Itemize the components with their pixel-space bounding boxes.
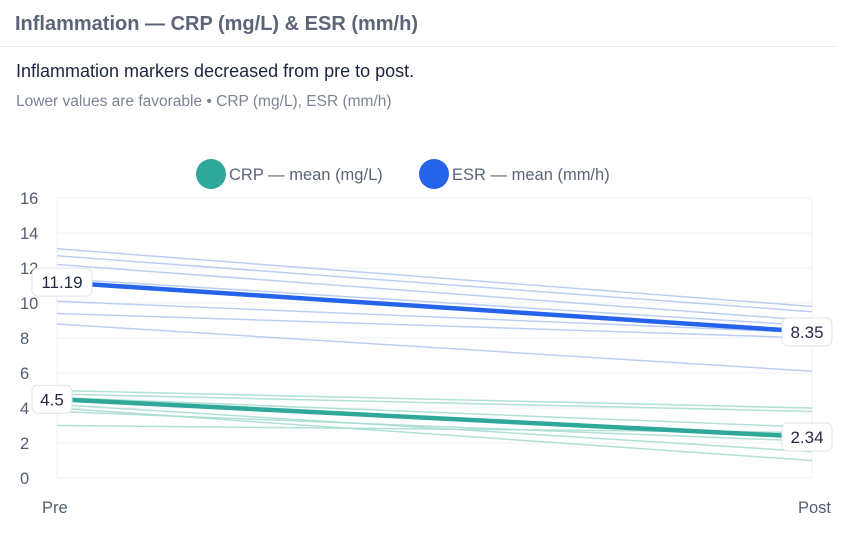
card-title: Inflammation — CRP (mg/L) & ESR (mm/h) — [15, 13, 418, 35]
headline: Inflammation markers decreased from pre … — [16, 61, 415, 81]
data-label: 8.35 — [790, 323, 823, 342]
individual-line — [56, 277, 813, 327]
legend-label: CRP — mean (mg/L) — [229, 166, 383, 184]
data-label-box — [781, 422, 833, 452]
legend-label: ESR — mean (mm/h) — [452, 166, 610, 184]
individual-line — [56, 393, 813, 413]
data-label: 2.34 — [790, 428, 823, 447]
data-label-box — [781, 317, 833, 347]
individual-line — [56, 410, 813, 442]
y-tick-label: 14 — [20, 225, 38, 243]
legend-swatch — [196, 159, 226, 189]
series-line — [54, 279, 815, 335]
x-tick-label: Pre — [42, 499, 68, 517]
y-tick-label: 4 — [20, 400, 29, 418]
individual-line — [56, 248, 813, 308]
series-line — [54, 397, 815, 440]
individual-line — [56, 403, 813, 453]
y-tick-label: 10 — [20, 295, 38, 313]
data-label-box — [31, 384, 73, 414]
data-label: 11.19 — [41, 273, 82, 292]
data-label-box — [31, 267, 93, 297]
individual-line — [56, 323, 813, 372]
x-tick-label: Post — [798, 499, 831, 517]
y-tick-label: 8 — [20, 330, 29, 348]
y-tick-label: 6 — [20, 365, 29, 383]
subtitle: Lower values are favorable • CRP (mg/L),… — [16, 93, 392, 110]
y-tick-label: 0 — [20, 470, 29, 488]
individual-line — [56, 389, 813, 409]
y-tick-label: 2 — [20, 435, 29, 453]
legend-swatch — [419, 159, 449, 189]
card-header: Inflammation — CRP (mg/L) & ESR (mm/h) — [0, 0, 836, 47]
individual-line — [56, 312, 813, 339]
y-tick-label: 16 — [20, 190, 38, 208]
individual-line — [56, 300, 813, 334]
data-label: 4.5 — [40, 390, 64, 409]
individual-line — [56, 396, 813, 428]
individual-line — [56, 255, 813, 313]
individual-line — [56, 263, 813, 322]
